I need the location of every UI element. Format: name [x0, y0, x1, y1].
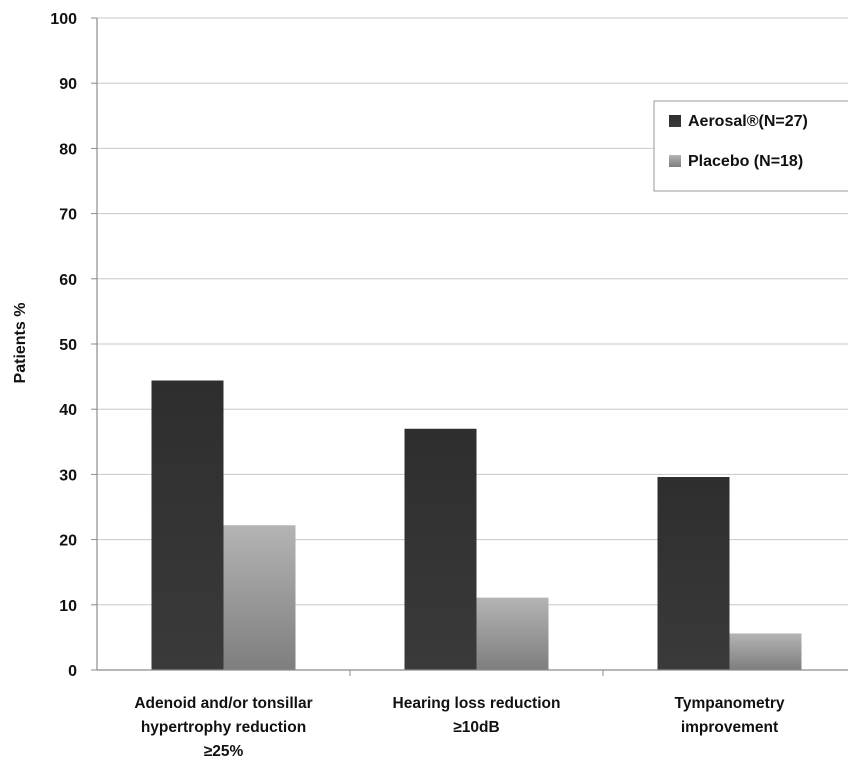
- bar-aerosal: [404, 428, 477, 670]
- bars: [151, 380, 802, 670]
- y-axis-ticks: 0 10 20 30 40 50 60 70 80 90 100: [50, 11, 97, 680]
- bar-placebo: [223, 525, 296, 670]
- x-category-label: Tympanometry: [675, 695, 785, 712]
- y-axis-label: Patients %: [12, 303, 29, 384]
- x-category-label: Adenoid and/or tonsillar: [134, 695, 312, 712]
- y-tick-label: 70: [59, 207, 77, 224]
- x-category-label: hypertrophy reduction: [141, 719, 306, 736]
- x-category-label: ≥10dB: [453, 719, 499, 736]
- bar-aerosal: [657, 477, 730, 670]
- legend-box: [653, 100, 848, 192]
- y-tick-label: 60: [59, 272, 77, 289]
- legend-label: Aerosal®(N=27): [688, 113, 808, 130]
- y-tick-label: 40: [59, 402, 77, 419]
- axes: [96, 18, 848, 676]
- y-tick-label: 10: [59, 598, 77, 615]
- x-category-label: improvement: [681, 719, 778, 736]
- y-tick-label: 0: [68, 663, 77, 680]
- y-tick-label: 80: [59, 141, 77, 158]
- legend-label: Placebo (N=18): [688, 153, 803, 170]
- x-category-label: Hearing loss reduction: [393, 695, 561, 712]
- bar-placebo: [729, 633, 802, 670]
- y-tick-label: 20: [59, 533, 77, 550]
- x-category-label: ≥25%: [204, 743, 244, 760]
- legend-swatch: [669, 115, 681, 127]
- y-tick-label: 30: [59, 467, 77, 484]
- bar-placebo: [476, 597, 549, 670]
- y-tick-label: 50: [59, 337, 77, 354]
- bar-aerosal: [151, 380, 224, 670]
- legend-swatch: [669, 155, 681, 167]
- category-labels: Adenoid and/or tonsillar hypertrophy redu…: [134, 695, 784, 760]
- y-tick-label: 90: [59, 76, 77, 93]
- legend: Aerosal®(N=27) Placebo (N=18): [653, 100, 848, 192]
- y-tick-label: 100: [50, 11, 77, 28]
